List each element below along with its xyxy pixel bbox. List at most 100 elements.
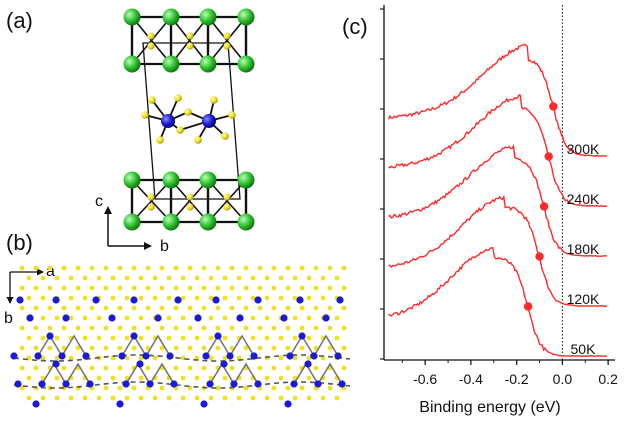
yellow-atom: [299, 265, 305, 271]
yellow-atom: [271, 365, 277, 371]
yellow-atom: [306, 375, 312, 381]
yellow-atom: [229, 265, 235, 271]
yellow-atom: [243, 265, 249, 271]
yellow-atom: [186, 203, 194, 211]
green-atom: [199, 55, 217, 73]
yellow-atom: [33, 305, 39, 311]
x-tick-label: -0.2: [505, 371, 529, 387]
yellow-atom: [89, 305, 95, 311]
yellow-atom: [250, 395, 256, 401]
yellow-atom: [278, 375, 284, 381]
yellow-atom: [124, 295, 130, 301]
yellow-atom: [40, 355, 46, 361]
yellow-atom: [159, 265, 165, 271]
blue-atom: [130, 296, 138, 304]
yellow-atom: [327, 285, 333, 291]
yellow-atom: [292, 275, 298, 281]
green-atom: [162, 8, 180, 26]
yellow-atom: [26, 375, 32, 381]
yellow-atom: [68, 275, 74, 281]
yellow-atom: [187, 365, 193, 371]
yellow-atom: [228, 111, 236, 119]
green-atom: [237, 171, 255, 189]
yellow-atom: [103, 385, 109, 391]
yellow-atom: [223, 193, 231, 201]
yellow-atom: [334, 275, 340, 281]
yellow-atom: [40, 275, 46, 281]
yellow-atom: [173, 365, 179, 371]
yellow-atom: [257, 265, 263, 271]
blue-atom: [220, 360, 228, 368]
yellow-atom: [208, 335, 214, 341]
yellow-atom: [306, 395, 312, 401]
yellow-atom: [47, 265, 53, 271]
yellow-atom: [47, 285, 53, 291]
yellow-atom: [180, 395, 186, 401]
yellow-atom: [222, 295, 228, 301]
yellow-atom: [250, 275, 256, 281]
yellow-atom: [166, 295, 172, 301]
yellow-atom: [257, 345, 263, 351]
axis-a-label: a: [46, 263, 55, 280]
yellow-atom: [187, 285, 193, 291]
blue-atom: [154, 314, 162, 322]
yellow-atom: [292, 315, 298, 321]
green-atom: [199, 8, 217, 26]
blue-atom: [142, 352, 150, 360]
yellow-atom: [320, 295, 326, 301]
yellow-atom: [54, 375, 60, 381]
yellow-atom: [19, 305, 25, 311]
green-atom: [162, 171, 180, 189]
yellow-atom: [194, 395, 200, 401]
blue-atom: [10, 352, 18, 360]
yellow-atom: [33, 345, 39, 351]
yellow-atom: [131, 285, 137, 291]
yellow-atom: [285, 265, 291, 271]
yellow-atom: [147, 32, 155, 40]
yellow-atom: [327, 345, 333, 351]
blue-atom: [62, 314, 70, 322]
series-label-120K: 120K: [567, 291, 600, 307]
unit-cell-outline: [142, 42, 241, 200]
yellow-atom: [159, 385, 165, 391]
yellow-atom: [320, 275, 326, 281]
leading-edge-marker: [544, 152, 553, 161]
panel-c: (c) -0.6 -0.4 -0.2 0.0 0.2 300K 240K 180K 120K 5…: [342, 5, 618, 416]
yellow-atom: [47, 325, 53, 331]
yellow-atom: [341, 265, 347, 271]
yellow-atom: [68, 315, 74, 321]
yellow-atom: [145, 325, 151, 331]
blue-atom: [336, 296, 344, 304]
yellow-atom: [271, 265, 277, 271]
yellow-atom: [201, 305, 207, 311]
panel-b: (b) a b: [4, 230, 351, 408]
yellow-atom: [264, 275, 270, 281]
yellow-atom: [145, 265, 151, 271]
yellow-atom: [89, 285, 95, 291]
yellow-atom: [33, 285, 39, 291]
leading-edge-marker: [539, 202, 549, 211]
blue-atom: [334, 352, 342, 360]
blue-atom: [310, 352, 318, 360]
yellow-atom: [180, 315, 186, 321]
yellow-atom: [117, 345, 123, 351]
yellow-atom: [194, 275, 200, 281]
yellow-atom: [33, 265, 39, 271]
blue-atom: [86, 380, 94, 388]
yellow-atom: [138, 295, 144, 301]
panel-a: (a) c b: [6, 8, 255, 255]
arpes-edc-chart: -0.6 -0.4 -0.2 0.0 0.2 300K 240K 180K 120K 50K B…: [380, 5, 618, 416]
yellow-atom: [19, 365, 25, 371]
yellow-atom: [61, 265, 67, 271]
axis-b-label-b: b: [4, 310, 13, 327]
yellow-atom: [285, 385, 291, 391]
yellow-atom: [110, 375, 116, 381]
green-atom: [237, 8, 255, 26]
yellow-atom: [152, 275, 158, 281]
bond-line: [131, 179, 172, 223]
yellow-atom: [278, 335, 284, 341]
yellow-atom: [166, 395, 172, 401]
yellow-atom: [223, 203, 231, 211]
yellow-atom: [184, 108, 192, 116]
green-atom: [199, 171, 217, 189]
